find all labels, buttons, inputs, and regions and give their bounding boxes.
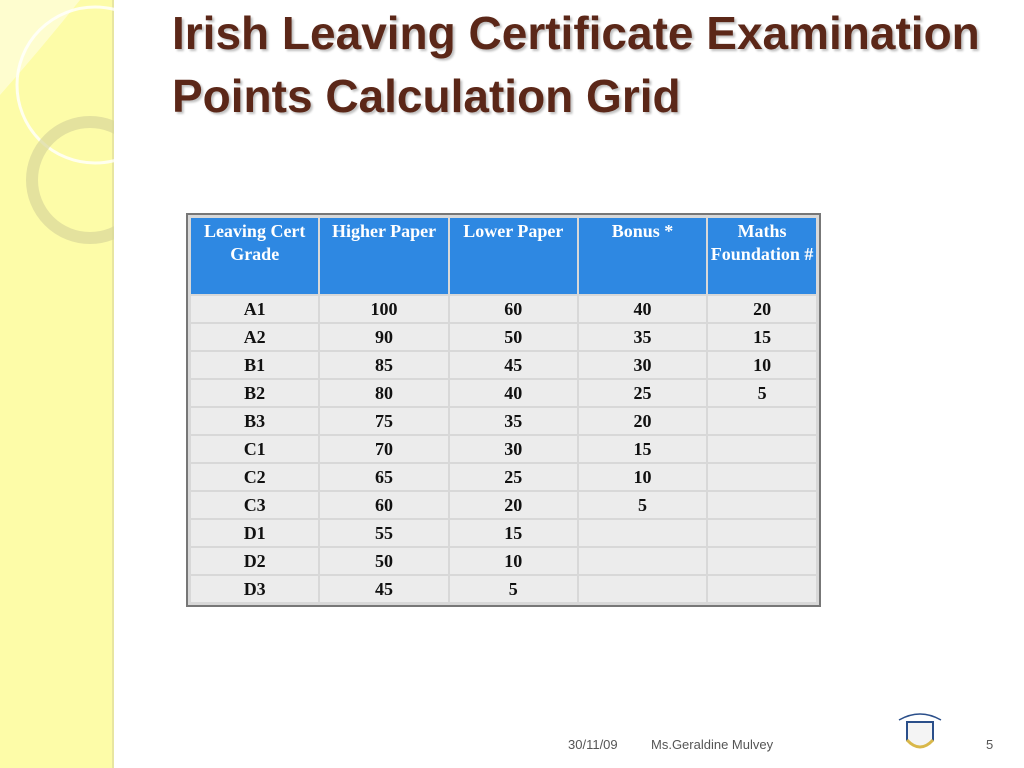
points-cell: 60 [449,296,577,322]
points-cell: 55 [320,520,448,546]
points-cell [708,436,816,462]
table-row: C2 65 25 10 [191,464,816,490]
header-cell: Leaving Cert Grade [191,218,319,294]
points-cell: 15 [708,324,816,350]
points-cell: 65 [320,464,448,490]
table-body: A1 100 60 40 20 A2 90 50 35 15 B1 85 45 30 10 B2 80 40 25 5… [191,296,816,602]
table-row: A1 100 60 40 20 [191,296,816,322]
points-cell: 35 [449,408,577,434]
footer-date: 30/11/09 [568,737,618,752]
points-cell: 5 [708,380,816,406]
page-number: 5 [986,737,994,752]
table-row: C3 60 20 5 [191,492,816,518]
grade-cell: C1 [191,436,319,462]
table-row: A2 90 50 35 15 [191,324,816,350]
points-cell [578,576,707,602]
points-cell: 45 [320,576,448,602]
points-cell: 15 [449,520,577,546]
points-cell: 10 [708,352,816,378]
grade-cell: D2 [191,548,319,574]
header-cell: Maths Foundation # [708,218,816,294]
points-cell: 40 [578,296,707,322]
points-cell [708,492,816,518]
table-row: D3 45 5 [191,576,816,602]
points-cell [578,520,707,546]
points-cell: 30 [578,352,707,378]
points-table: Leaving Cert Grade Higher Paper Lower Pape… [189,216,818,604]
points-cell: 100 [320,296,448,322]
grade-cell: A2 [191,324,319,350]
college-logo [898,713,942,749]
points-cell: 80 [320,380,448,406]
grade-cell: B2 [191,380,319,406]
side-strip [0,0,175,768]
grade-cell: B1 [191,352,319,378]
points-cell [708,408,816,434]
points-cell: 85 [320,352,448,378]
points-cell: 20 [578,408,707,434]
grade-cell: A1 [191,296,319,322]
table-row: D2 50 10 [191,548,816,574]
grade-cell: B3 [191,408,319,434]
header-cell: Bonus * [578,218,707,294]
footer-author: Ms.Geraldine Mulvey [651,737,774,752]
points-cell: 60 [320,492,448,518]
points-cell [708,464,816,490]
grade-cell: C2 [191,464,319,490]
grade-cell: C3 [191,492,319,518]
points-cell [708,520,816,546]
header-row: Leaving Cert Grade Higher Paper Lower Pape… [191,218,816,294]
points-cell: 75 [320,408,448,434]
table-frame: Leaving Cert Grade Higher Paper Lower Pape… [186,213,821,607]
points-cell: 5 [449,576,577,602]
points-cell: 45 [449,352,577,378]
points-cell: 40 [449,380,577,406]
slide-title: Irish Leaving Certificate Examination Po… [172,7,980,122]
points-cell: 15 [578,436,707,462]
table-row: B2 80 40 25 5 [191,380,816,406]
table-row: C1 70 30 15 [191,436,816,462]
points-cell: 50 [449,324,577,350]
header-cell: Higher Paper [320,218,448,294]
points-cell: 20 [708,296,816,322]
points-cell: 20 [449,492,577,518]
table-row: B1 85 45 30 10 [191,352,816,378]
points-cell: 30 [449,436,577,462]
points-cell: 10 [578,464,707,490]
points-cell: 50 [320,548,448,574]
header-cell: Lower Paper [449,218,577,294]
grade-cell: D3 [191,576,319,602]
points-cell [578,548,707,574]
points-cell [708,548,816,574]
decoration [0,0,175,244]
table-row: D1 55 15 [191,520,816,546]
points-cell: 90 [320,324,448,350]
points-cell [708,576,816,602]
table-row: B3 75 35 20 [191,408,816,434]
points-cell: 25 [578,380,707,406]
points-cell: 70 [320,436,448,462]
grade-cell: D1 [191,520,319,546]
points-cell: 35 [578,324,707,350]
points-cell: 10 [449,548,577,574]
points-cell: 25 [449,464,577,490]
points-cell: 5 [578,492,707,518]
